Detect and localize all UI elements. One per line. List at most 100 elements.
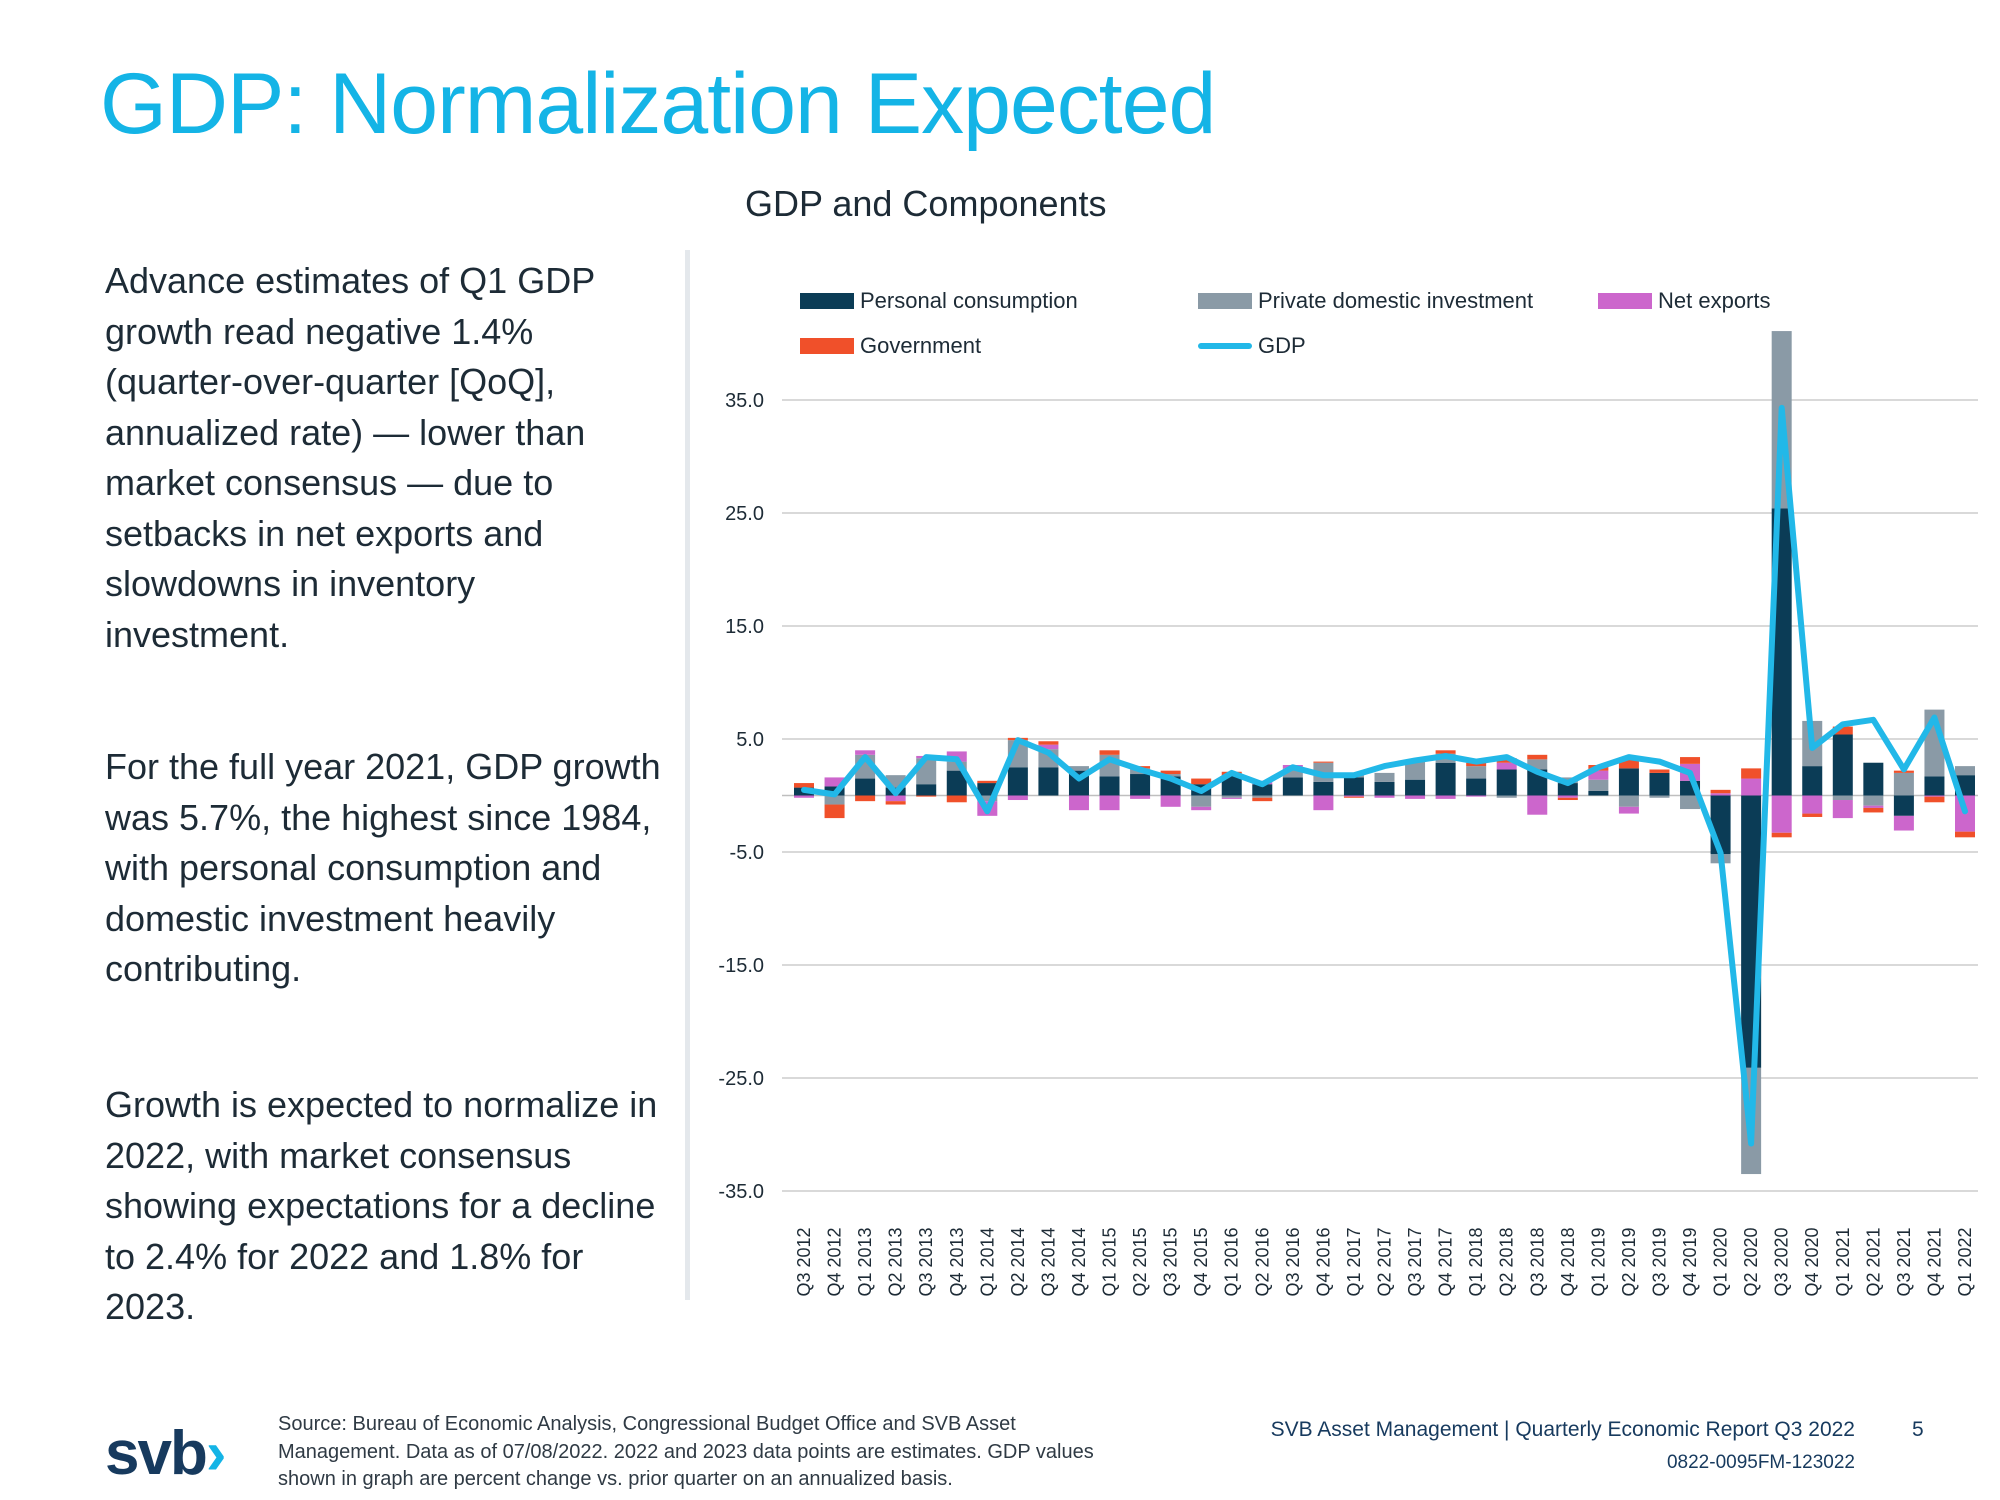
x-tick-label: Q3 2019 (1649, 1227, 1669, 1296)
bar-net-exports (1038, 744, 1059, 750)
paragraph-2021-growth: For the full year 2021, GDP growth was 5… (105, 746, 661, 989)
x-tick-label: Q3 2012 (794, 1227, 814, 1296)
x-tick-label: Q3 2015 (1161, 1227, 1181, 1296)
bar-government (1924, 796, 1945, 803)
bar-government (1557, 797, 1578, 801)
y-tick-label: 35.0 (725, 390, 764, 412)
bar-government (1710, 789, 1731, 794)
x-tick-label: Q4 2021 (1924, 1227, 1944, 1296)
bar-government (1863, 807, 1884, 813)
x-tick-label: Q2 2020 (1741, 1227, 1761, 1296)
x-tick-label: Q3 2020 (1772, 1227, 1792, 1296)
bar-private-investment (1068, 766, 1089, 771)
legend-swatch-net-exports (1598, 293, 1652, 309)
y-tick-label: -5.0 (730, 842, 764, 864)
footer-document-code: 0822-0095FM-123022 (1666, 1452, 1855, 1473)
bar-net-exports (1313, 795, 1334, 811)
bar-government (946, 795, 967, 803)
bar-personal-consumption (1496, 769, 1517, 796)
bar-personal-consumption (1405, 779, 1426, 796)
bar-government (1802, 813, 1823, 817)
bar-net-exports (1771, 795, 1792, 833)
bar-personal-consumption (1557, 783, 1578, 796)
bar-net-exports (1557, 795, 1578, 798)
bar-net-exports (1588, 770, 1609, 780)
bar-private-investment (1863, 795, 1884, 806)
bar-personal-consumption (855, 778, 876, 796)
bar-personal-consumption (916, 784, 937, 796)
bar-personal-consumption (1007, 767, 1028, 796)
bar-personal-consumption (1435, 762, 1456, 796)
bar-government (1160, 770, 1181, 775)
bar-personal-consumption (1924, 776, 1945, 796)
bar-personal-consumption (1802, 766, 1823, 796)
y-tick-label: 5.0 (736, 729, 764, 751)
bar-private-investment (824, 795, 845, 805)
bar-private-investment (1527, 759, 1548, 770)
legend-swatch-personal-consumption (800, 293, 854, 309)
bar-private-investment (1680, 795, 1701, 810)
x-tick-label: Q1 2015 (1100, 1227, 1120, 1296)
bar-net-exports (1527, 795, 1548, 815)
paragraph-q1-advance-estimate: Advance estimates of Q1 GDP growth read … (105, 260, 595, 655)
bar-personal-consumption (1313, 781, 1334, 796)
x-tick-label: Q2 2016 (1252, 1227, 1272, 1296)
bar-government (1771, 832, 1792, 838)
bar-personal-consumption (1221, 775, 1242, 796)
bar-net-exports (1893, 815, 1914, 831)
x-tick-label: Q3 2017 (1405, 1227, 1425, 1296)
legend-swatch-gdp (1198, 343, 1252, 349)
paragraph-2022-outlook: Growth is expected to normalize in 2022,… (105, 1084, 658, 1327)
bar-net-exports (824, 777, 845, 787)
x-tick-label: Q4 2014 (1069, 1227, 1089, 1296)
page-number: 5 (1912, 1418, 1924, 1441)
slide-title: GDP: Normalization Expected (100, 56, 1216, 152)
bar-private-investment (977, 795, 998, 802)
bar-personal-consumption (1282, 777, 1303, 796)
bar-government (1191, 778, 1212, 785)
bar-net-exports (1068, 795, 1089, 811)
legend-label-government: Government (860, 333, 982, 358)
bar-personal-consumption (1374, 781, 1395, 796)
bar-personal-consumption (1832, 734, 1853, 796)
source-note: Source: Bureau of Economic Analysis, Con… (278, 1413, 1094, 1490)
x-tick-label: Q1 2017 (1344, 1227, 1364, 1296)
x-tick-label: Q3 2014 (1038, 1227, 1058, 1296)
bar-government (1741, 768, 1762, 779)
bar-net-exports (1343, 795, 1364, 797)
bar-personal-consumption (1588, 790, 1609, 796)
bar-private-investment (1588, 779, 1609, 791)
legend-personal-consumption: Personal consumption (800, 288, 1078, 314)
legend-private-investment: Private domestic investment (1198, 288, 1533, 314)
bar-personal-consumption (1618, 768, 1639, 796)
column-divider (685, 250, 690, 1300)
x-tick-label: Q1 2014 (977, 1227, 997, 1296)
svb-logo-chevron-icon: › (205, 1419, 227, 1488)
x-tick-label: Q3 2013 (916, 1227, 936, 1296)
bar-government (794, 783, 814, 788)
x-tick-label: Q3 2016 (1283, 1227, 1303, 1296)
x-tick-label: Q4 2018 (1558, 1227, 1578, 1296)
footer-report-name: SVB Asset Management | Quarterly Economi… (1270, 1418, 1855, 1441)
bar-personal-consumption (1343, 777, 1364, 796)
bar-private-investment (1221, 795, 1242, 798)
y-tick-label: -15.0 (718, 955, 764, 977)
bar-net-exports (1007, 795, 1028, 801)
bar-government (1099, 750, 1120, 755)
y-tick-label: 15.0 (725, 616, 764, 638)
svb-logo-text: svb (105, 1419, 208, 1488)
x-tick-label: Q4 2016 (1313, 1227, 1333, 1296)
bar-government (1649, 769, 1670, 773)
bar-net-exports (855, 750, 876, 755)
bar-net-exports (1924, 795, 1945, 797)
bar-private-investment (1649, 795, 1670, 798)
legend-label-net-exports: Net exports (1658, 288, 1771, 313)
bar-net-exports (1466, 795, 1487, 797)
bar-private-investment (1466, 766, 1487, 779)
y-tick-label: -35.0 (718, 1181, 764, 1203)
bar-private-investment (1405, 761, 1426, 780)
bar-government (1038, 741, 1059, 745)
x-tick-label: Q1 2016 (1222, 1227, 1242, 1296)
y-tick-label: 25.0 (725, 503, 764, 525)
